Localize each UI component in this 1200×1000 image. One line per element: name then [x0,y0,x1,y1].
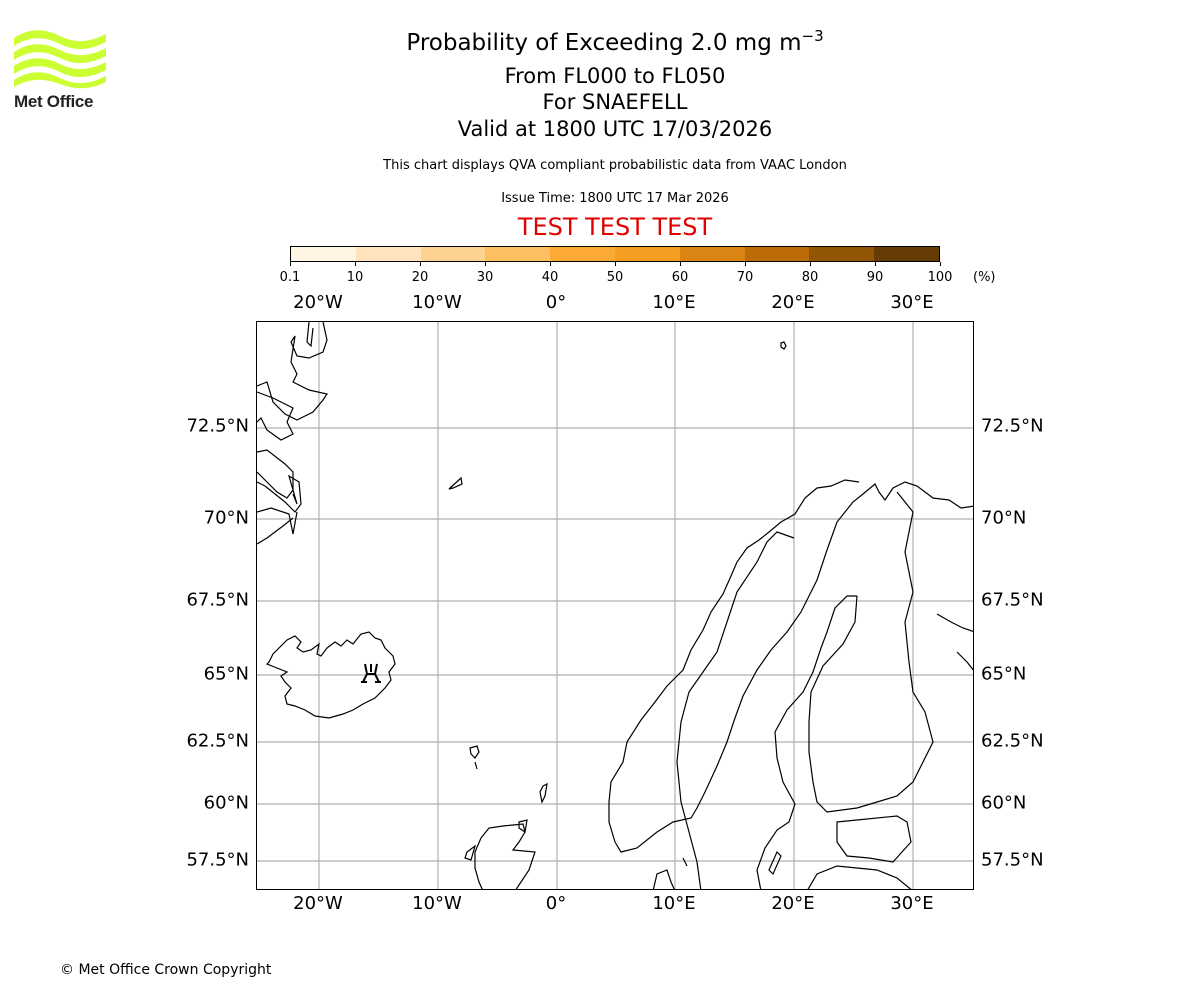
issue-time: Issue Time: 1800 UTC 17 Mar 2026 [501,191,729,206]
latitude-label-left: 62.5°N [186,730,249,752]
longitude-label-top: 10°E [652,292,696,313]
longitude-label-top: 0° [545,292,567,313]
chart-title: Probability of Exceeding 2.0 mg m−3 [0,27,1200,56]
colorbar-tick-label: 100 [927,270,953,285]
map-canvas [257,322,973,889]
colorbar-segment [679,247,745,261]
graticule [257,322,973,889]
chart-subtitle: This chart displays QVA compliant probab… [383,158,847,173]
longitude-label-bottom: 20°E [771,893,815,914]
title-superscript: −3 [801,27,824,45]
longitude-label-top: 20°E [771,292,815,313]
latitude-label-right: 65°N [981,663,1027,685]
colorbar-segment [355,247,421,261]
volcano-name: For SNAEFELL [542,90,688,114]
colorbar-segment [550,247,615,261]
latitude-label-left: 70°N [203,507,249,529]
colorbar-tick [615,262,616,266]
colorbar-tick-label: 50 [606,270,624,285]
latitude-label-left: 67.5°N [186,589,249,611]
valid-time: Valid at 1800 UTC 17/03/2026 [457,117,773,141]
colorbar-segment [744,247,810,261]
colorbar-segment [614,247,680,261]
colorbar-unit: (%) [973,270,996,285]
latitude-label-right: 60°N [981,792,1027,814]
colorbar-tick-label: 70 [736,270,754,285]
map-panel[interactable] [256,321,974,890]
longitude-label-bottom: 10°E [652,893,696,914]
colorbar-tick [290,262,291,266]
logo-text: Met Office [14,92,94,111]
colorbar-tick-label: 80 [801,270,819,285]
test-banner: TEST TEST TEST [517,213,713,241]
colorbar-tick [680,262,681,266]
flight-level-range: From FL000 to FL050 [504,64,726,88]
colorbar-segment [291,247,356,261]
colorbar-tick-label: 20 [411,270,429,285]
colorbar-tick-label: 90 [866,270,884,285]
latitude-label-right: 72.5°N [981,415,1044,437]
longitude-label-bottom: 30°E [890,893,934,914]
colorbar-segment [809,247,875,261]
longitude-label-top: 30°E [890,292,934,313]
colorbar-tick-label: 30 [476,270,494,285]
latitude-label-right: 67.5°N [981,589,1044,611]
longitude-label-bottom: 0° [545,893,567,914]
colorbar-tick-label: 10 [346,270,364,285]
volcano-marker-icon [361,663,381,683]
copyright-notice: © Met Office Crown Copyright [60,962,272,978]
colorbar-tick-label: 60 [671,270,689,285]
coastlines [257,322,973,889]
latitude-label-right: 57.5°N [981,849,1044,871]
colorbar-segment [485,247,551,261]
latitude-label-left: 72.5°N [186,415,249,437]
colorbar-tick [485,262,486,266]
colorbar [290,246,940,262]
colorbar-tick [745,262,746,266]
title-main: Probability of Exceeding 2.0 mg m [406,30,802,56]
latitude-label-left: 57.5°N [186,849,249,871]
colorbar-tick [810,262,811,266]
longitude-label-bottom: 10°W [412,893,462,914]
colorbar-tick [875,262,876,266]
colorbar-tick [355,262,356,266]
colorbar-tick [940,262,941,266]
longitude-label-top: 20°W [293,292,343,313]
longitude-label-top: 10°W [412,292,462,313]
latitude-label-left: 60°N [203,792,249,814]
latitude-label-left: 65°N [203,663,249,685]
colorbar-tick [420,262,421,266]
latitude-label-right: 70°N [981,507,1027,529]
latitude-label-right: 62.5°N [981,730,1044,752]
met-office-logo: Met Office [14,30,106,112]
colorbar-tick [550,262,551,266]
colorbar-segment [420,247,486,261]
colorbar-tick-label: 0.1 [279,270,301,285]
colorbar-tick-label: 40 [541,270,559,285]
colorbar-segment [874,247,939,261]
met-office-waves-icon [14,30,106,89]
longitude-label-bottom: 20°W [293,893,343,914]
